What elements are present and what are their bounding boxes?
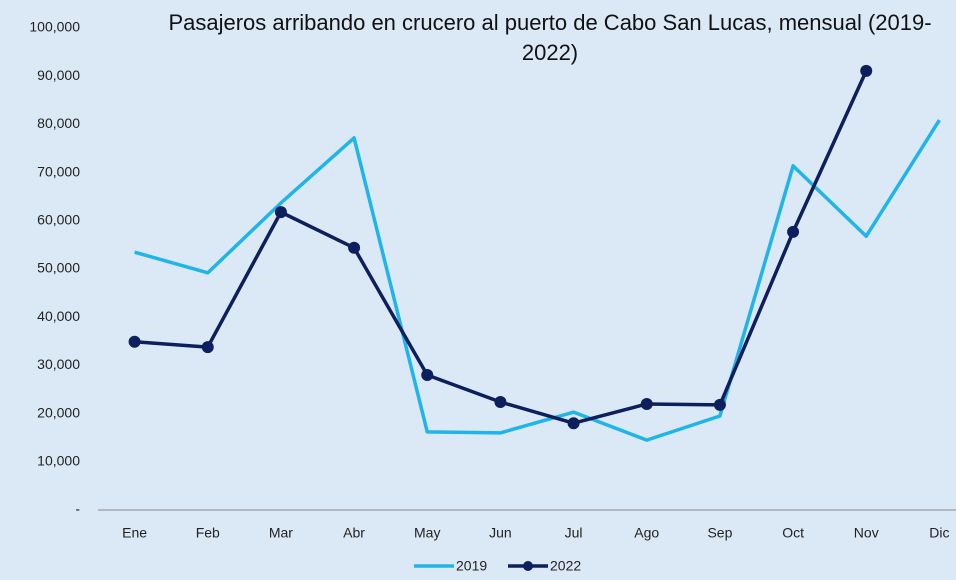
x-tick-label: May	[414, 525, 440, 541]
x-tick-label: Nov	[854, 525, 879, 541]
y-tick-label: 30,000	[37, 356, 80, 372]
x-tick-label: Ago	[634, 525, 659, 541]
point	[274, 206, 287, 219]
chart-title: Pasajeros arribando en crucero al puerto…	[168, 10, 932, 65]
y-tick-label: 50,000	[37, 260, 80, 276]
y-tick-label: 20,000	[37, 404, 80, 420]
y-tick-label: 60,000	[37, 212, 80, 228]
legend-label: 2019	[456, 558, 487, 574]
point	[787, 225, 800, 238]
legend-marker	[523, 561, 533, 571]
x-tick-label: Oct	[782, 525, 804, 541]
point	[713, 398, 726, 411]
y-tick-label: 10,000	[37, 453, 80, 469]
y-tick-label: 100,000	[29, 19, 80, 35]
x-tick-label: Feb	[196, 525, 220, 541]
x-tick-label: Mar	[269, 525, 293, 541]
point	[640, 397, 653, 410]
x-tick-label: Abr	[343, 525, 365, 541]
x-tick-label: Jun	[489, 525, 512, 541]
point	[348, 241, 361, 254]
point	[421, 369, 434, 382]
legend-label: 2022	[550, 558, 581, 574]
y-tick-label: -	[75, 501, 80, 517]
x-tick-label: Ene	[122, 525, 147, 541]
y-tick-label: 90,000	[37, 67, 80, 83]
point	[494, 396, 507, 409]
point	[567, 417, 580, 430]
x-tick-label: Jul	[565, 525, 583, 541]
point	[201, 341, 214, 354]
series-line	[134, 70, 868, 425]
x-tick-label: Dic	[929, 525, 949, 541]
point	[860, 64, 873, 77]
x-tick-label: Sep	[707, 525, 732, 541]
y-tick-label: 80,000	[37, 115, 80, 131]
y-tick-label: 40,000	[37, 308, 80, 324]
point	[128, 335, 141, 348]
series-line	[134, 119, 941, 442]
y-tick-label: 70,000	[37, 163, 80, 179]
